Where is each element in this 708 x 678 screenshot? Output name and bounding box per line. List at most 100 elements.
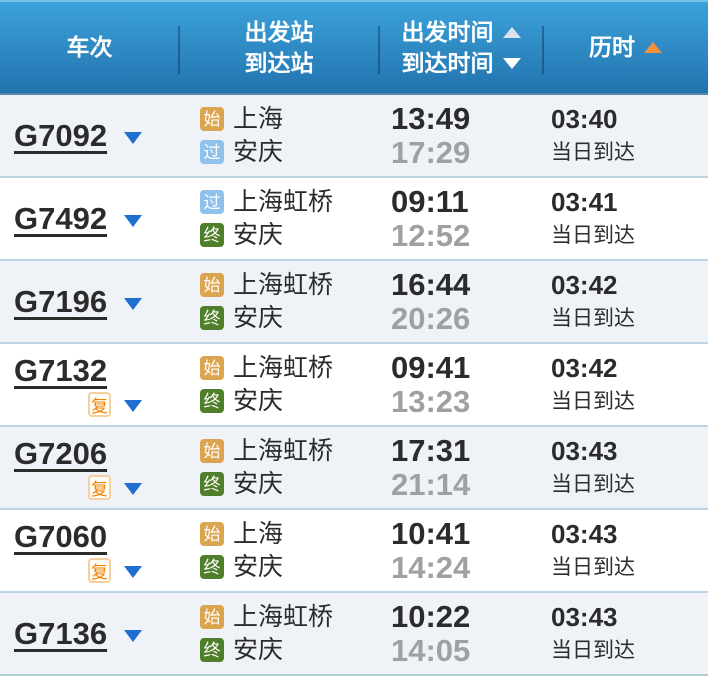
train-row: G7060 复 始 上海 终 安庆 10:41 14:24 03:43 当日到 [0,510,708,593]
train-number-link[interactable]: G7492 [14,200,108,236]
destination-station-name: 安庆 [233,303,284,332]
same-day-arrival-label: 当日到达 [551,141,635,164]
origin-station-type-badge: 始 [200,605,224,629]
duration-cell: 03:43 当日到达 [543,593,708,674]
times-cell: 09:41 13:23 [379,344,543,425]
duration-cell: 03:43 当日到达 [543,427,708,508]
duration-cell: 03:41 当日到达 [543,178,708,259]
destination-station-name: 安庆 [233,469,284,498]
train-cell: G7060 复 [0,510,179,591]
header-divider [178,26,180,74]
stations-cell: 始 上海虹桥 终 安庆 [179,344,379,425]
times-cell: 16:44 20:26 [379,261,543,342]
duration-value: 03:40 [551,104,618,134]
departure-time: 09:41 [391,350,471,385]
origin-station-name: 上海虹桥 [233,187,334,216]
arrival-time: 12:52 [391,218,471,253]
duration-value: 03:42 [551,270,618,300]
origin-station-type-badge: 过 [200,190,224,214]
arrival-time-sort-label[interactable]: 到达时间 [401,49,494,76]
fuxing-badge: 复 [88,474,111,500]
train-cell: G7196 [0,261,179,342]
chevron-down-icon[interactable] [124,566,142,578]
stations-cell: 始 上海虹桥 终 安庆 [179,593,379,674]
train-cell: G7136 [0,593,179,674]
train-cell: G7092 [0,95,179,176]
duration-value: 03:43 [551,519,618,549]
arrival-time: 14:24 [391,550,471,585]
destination-station-type-badge: 终 [200,638,224,662]
destination-station-type-badge: 终 [200,223,224,247]
train-number-link[interactable]: G7092 [14,117,108,153]
train-row: G7136 始 上海虹桥 终 安庆 10:22 14:05 03:43 当日到达 [0,593,708,676]
destination-station-type-badge: 终 [200,555,224,579]
train-cell: G7492 [0,178,179,259]
train-row: G7206 复 始 上海虹桥 终 安庆 17:31 21:14 03:43 当 [0,427,708,510]
same-day-arrival-label: 当日到达 [551,307,635,330]
train-number-link[interactable]: G7136 [14,615,108,651]
duration-cell: 03:43 当日到达 [543,510,708,591]
departure-time: 13:49 [391,101,471,136]
column-header-stations: 出发站 到达站 [179,17,379,79]
duration-cell: 03:40 当日到达 [543,95,708,176]
train-row: G7196 始 上海虹桥 终 安庆 16:44 20:26 03:42 当日到达 [0,261,708,344]
stations-cell: 始 上海虹桥 终 安庆 [179,261,379,342]
destination-station-name: 安庆 [233,552,284,581]
times-cell: 09:11 12:52 [379,178,543,259]
sort-desc-icon[interactable] [502,57,521,69]
fuxing-badge: 复 [88,391,111,417]
column-header-duration[interactable]: 历时 [543,32,708,63]
chevron-down-icon[interactable] [124,297,143,310]
origin-station-name: 上海虹桥 [233,353,334,382]
chevron-down-icon[interactable] [124,131,143,144]
origin-station-type-badge: 始 [200,522,224,546]
arrival-time: 13:23 [391,384,471,419]
duration-value: 03:41 [551,187,618,217]
duration-cell: 03:42 当日到达 [543,261,708,342]
train-cell: G7206 复 [0,427,179,508]
duration-sort-label[interactable]: 历时 [589,34,635,60]
same-day-arrival-label: 当日到达 [551,639,635,662]
train-cell: G7132 复 [0,344,179,425]
train-number-link[interactable]: G7060 [14,518,108,554]
departure-station-label: 出发站 [244,18,314,45]
chevron-down-icon[interactable] [124,483,142,495]
destination-station-name: 安庆 [233,220,284,249]
duration-value: 03:42 [551,353,618,383]
arrival-time: 17:29 [391,135,471,170]
origin-station-type-badge: 始 [200,439,224,463]
chevron-down-icon[interactable] [124,629,143,642]
chevron-down-icon[interactable] [124,400,142,412]
sort-asc-icon[interactable] [502,26,521,38]
column-header-times[interactable]: 出发时间 到达时间 [379,17,543,79]
duration-value: 03:43 [551,436,618,466]
stations-cell: 始 上海 终 安庆 [179,510,379,591]
departure-time-sort-label[interactable]: 出发时间 [401,18,494,45]
stations-cell: 始 上海虹桥 终 安庆 [179,427,379,508]
departure-time: 16:44 [391,267,471,302]
arrival-time: 14:05 [391,633,471,668]
origin-station-type-badge: 始 [200,107,224,131]
train-row: G7132 复 始 上海虹桥 终 安庆 09:41 13:23 03:42 当 [0,344,708,427]
arrival-time: 21:14 [391,467,471,502]
duration-cell: 03:42 当日到达 [543,344,708,425]
times-cell: 10:22 14:05 [379,593,543,674]
train-list: G7092 始 上海 过 安庆 13:49 17:29 03:40 当日到达 [0,95,708,676]
origin-station-name: 上海虹桥 [233,436,334,465]
same-day-arrival-label: 当日到达 [551,473,635,496]
chevron-down-icon[interactable] [124,214,143,227]
departure-time: 10:41 [391,516,471,551]
destination-station-type-badge: 终 [200,306,224,330]
arrival-station-label: 到达站 [244,49,314,76]
train-number-link[interactable]: G7196 [14,283,108,319]
train-number-link[interactable]: G7132 [14,352,108,388]
train-number-link[interactable]: G7206 [14,435,108,471]
column-header-train-number: 车次 [0,32,179,63]
fuxing-badge: 复 [88,557,111,583]
origin-station-name: 上海 [233,519,284,548]
sort-asc-active-icon[interactable] [644,42,662,53]
departure-time: 17:31 [391,433,471,468]
destination-station-type-badge: 终 [200,472,224,496]
column-header-train-number-label: 车次 [66,34,113,60]
